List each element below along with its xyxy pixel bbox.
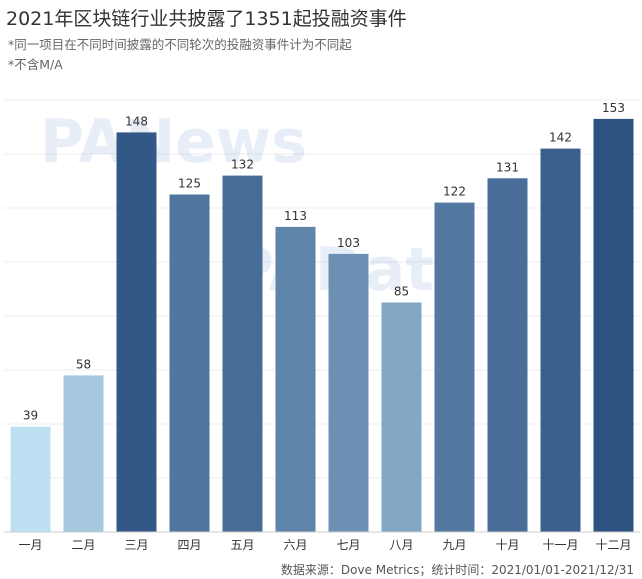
value-label-12: 153 (602, 101, 625, 115)
chart-note-2: *不含M/A (8, 57, 63, 72)
x-tick-label-11: 十一月 (542, 538, 578, 552)
x-tick-label-9: 九月 (442, 538, 466, 552)
chart-title: 2021年区块链行业共披露了1351起投融资事件 (6, 8, 407, 30)
value-labels: 39 58 148 125 132 113 103 85 122 131 142 153 (23, 101, 625, 423)
bars (10, 118, 634, 533)
bar-6 (275, 226, 316, 532)
value-label-6: 113 (284, 209, 307, 223)
x-tick-label-4: 四月 (177, 538, 201, 552)
x-tick-label-12: 十二月 (595, 538, 631, 552)
x-tick-label-6: 六月 (283, 538, 307, 552)
value-label-10: 131 (496, 160, 519, 174)
x-tick-label-7: 七月 (336, 538, 360, 552)
value-label-11: 142 (549, 131, 572, 145)
bar-5 (222, 175, 263, 532)
watermark-panews: PANews (40, 107, 307, 177)
x-tick-label-5: 五月 (230, 538, 254, 552)
bar-9 (434, 202, 475, 532)
bar-3 (116, 132, 157, 532)
grid-lines (4, 99, 640, 479)
x-axis-labels: 一月 二月 三月 四月 五月 六月 七月 八月 九月 十月 十一月 十二月 (18, 538, 631, 552)
bar-10 (487, 178, 528, 533)
bar-1 (10, 426, 51, 532)
x-tick-label-3: 三月 (124, 538, 148, 552)
value-label-1: 39 (23, 409, 38, 423)
value-label-3: 148 (125, 114, 148, 128)
source-note: 数据来源：Dove Metrics；统计时间：2021/01/01-2021/1… (280, 563, 634, 577)
bar-11 (540, 148, 581, 532)
value-label-8: 85 (394, 285, 409, 299)
bar-8 (381, 302, 422, 532)
bar-12 (593, 118, 634, 533)
value-label-9: 122 (443, 185, 466, 199)
x-tick-label-2: 二月 (71, 538, 95, 552)
bar-7 (328, 253, 369, 532)
value-label-5: 132 (231, 158, 254, 172)
x-tick-label-10: 十月 (495, 538, 519, 552)
bar-4 (169, 194, 210, 532)
value-label-4: 125 (178, 177, 201, 191)
bar-2 (63, 375, 104, 532)
x-tick-label-1: 一月 (18, 538, 42, 552)
value-label-7: 103 (337, 236, 360, 250)
chart-note-1: *同一项目在不同时间披露的不同轮次的投融资事件计为不同起 (8, 37, 352, 52)
value-label-2: 58 (76, 357, 91, 371)
x-tick-label-8: 八月 (389, 538, 413, 552)
